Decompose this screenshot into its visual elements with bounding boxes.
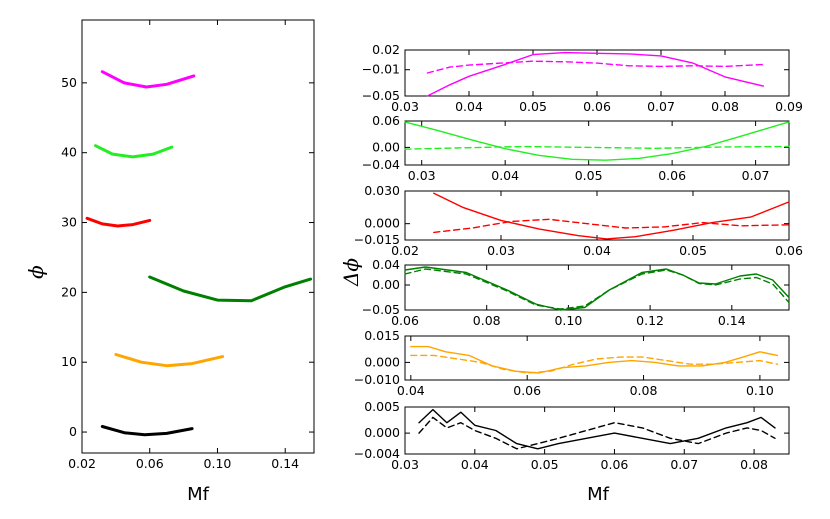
main-xtick-label: 0.02 (68, 456, 96, 471)
residual-1-xtick-label: 0.05 (519, 99, 547, 114)
residual-1-xtick-label: 0.09 (775, 99, 803, 114)
residual-4-xtick-label: 0.08 (473, 313, 501, 328)
residual-3-xtick-label: 0.03 (487, 243, 515, 258)
residual-2-ytick-label: −0.04 (362, 157, 400, 172)
main-series-black (100, 425, 194, 437)
residual-3-frame (404, 190, 790, 241)
main-ytick-label: 30 (61, 215, 77, 230)
residual-4-xtick-label: 0.12 (636, 313, 664, 328)
residual-1-series-solid (426, 51, 765, 97)
residual-2-frame (404, 120, 790, 166)
residual-3-ytick-label: 0.000 (364, 216, 400, 231)
residual-5-xtick-label: 0.06 (513, 383, 541, 398)
residual-5-series-solid (410, 345, 779, 374)
residual-1-ytick-label: 0.02 (372, 42, 400, 57)
residual-5-ytick-label: 0.000 (364, 354, 400, 369)
residual-x-label: Mf (587, 484, 610, 505)
residual-6-series-solid (418, 408, 776, 450)
residual-4-xtick-label: 0.06 (391, 313, 419, 328)
residual-5-xtick-label: 0.08 (630, 383, 658, 398)
residual-2-xtick-label: 0.06 (658, 168, 686, 183)
residual-1-frame (404, 49, 790, 97)
residual-6-xtick-label: 0.03 (391, 457, 419, 472)
residual-1-ytick-label: −0.05 (362, 88, 400, 103)
residual-2-xtick-label: 0.04 (491, 168, 519, 183)
main-series-lime (94, 144, 174, 159)
residual-6-ytick-label: 0.005 (364, 399, 400, 414)
residual-1-xtick-label: 0.06 (583, 99, 611, 114)
residual-5-xtick-label: 0.10 (746, 383, 774, 398)
residual-1-series-dashed (426, 60, 765, 74)
main-ytick-label: 10 (61, 354, 77, 369)
residual-5-frame (404, 335, 790, 381)
residual-3-xtick-label: 0.02 (391, 243, 419, 258)
residual-6-xtick-label: 0.08 (740, 457, 768, 472)
residual-3-xtick-label: 0.04 (583, 243, 611, 258)
main-series-darkgreen (148, 275, 313, 303)
residual-5-series-dashed (410, 354, 779, 374)
main-xtick-label: 0.06 (136, 456, 164, 471)
residual-1-xtick-label: 0.04 (455, 99, 483, 114)
residual-4-xtick-label: 0.14 (718, 313, 746, 328)
residual-3-series-solid (433, 192, 790, 240)
residual-2-ytick-label: 0.00 (372, 139, 400, 154)
residual-4-series-solid (404, 266, 790, 311)
main-ytick-label: 50 (61, 75, 77, 90)
main-ytick-label: 0 (69, 424, 77, 439)
residual-2-ytick-label: 0.06 (372, 113, 400, 128)
residual-6-xtick-label: 0.06 (601, 457, 629, 472)
residual-6-xtick-label: 0.05 (531, 457, 559, 472)
residual-1-xtick-label: 0.07 (647, 99, 675, 114)
residual-1-xtick-label: 0.03 (391, 99, 419, 114)
residual-4-ytick-label: 0.04 (372, 257, 400, 272)
main-xtick-label: 0.14 (271, 456, 299, 471)
residual-4-ytick-label: −0.05 (362, 302, 400, 317)
main-xtick-label: 0.10 (204, 456, 232, 471)
residual-3-xtick-label: 0.05 (679, 243, 707, 258)
residual-5-ytick-label: −0.010 (354, 372, 400, 387)
residual-y-label: Δϕ (339, 258, 363, 287)
residual-3-series-dashed (433, 218, 790, 234)
residual-2-xtick-label: 0.03 (408, 168, 436, 183)
residual-6-ytick-label: 0.000 (364, 425, 400, 440)
residual-1-xtick-label: 0.08 (711, 99, 739, 114)
residual-2-series-dashed (404, 145, 790, 150)
main-ytick-label: 20 (61, 284, 77, 299)
residual-6-ytick-label: −0.004 (354, 446, 400, 461)
residual-5-ytick-label: 0.015 (364, 328, 400, 343)
residual-6-series-dashed (418, 416, 776, 450)
residual-6-xtick-label: 0.07 (670, 457, 698, 472)
residual-4-frame (404, 264, 790, 311)
main-series-red (85, 216, 152, 228)
main-y-label: ϕ (24, 265, 48, 279)
residual-6-frame (404, 406, 790, 455)
residual-2-xtick-label: 0.05 (575, 168, 603, 183)
residual-2-series-solid (404, 121, 790, 161)
residual-3-ytick-label: 0.030 (364, 183, 400, 198)
residual-5-xtick-label: 0.04 (397, 383, 425, 398)
main-ytick-label: 40 (61, 145, 77, 160)
main-x-label: Mf (187, 484, 210, 505)
residual-2-xtick-label: 0.07 (742, 168, 770, 183)
main-series-orange (114, 353, 225, 368)
residual-3-ytick-label: −0.015 (354, 232, 400, 247)
residual-3-xtick-label: 0.06 (775, 243, 803, 258)
residual-4-ytick-label: 0.00 (372, 277, 400, 292)
residual-6-xtick-label: 0.04 (461, 457, 489, 472)
main-frame (81, 19, 315, 454)
main-series-magenta (100, 70, 196, 89)
residual-1-ytick-label: −0.01 (362, 62, 400, 77)
residual-4-xtick-label: 0.10 (554, 313, 582, 328)
residual-4-series-dashed (404, 268, 790, 310)
